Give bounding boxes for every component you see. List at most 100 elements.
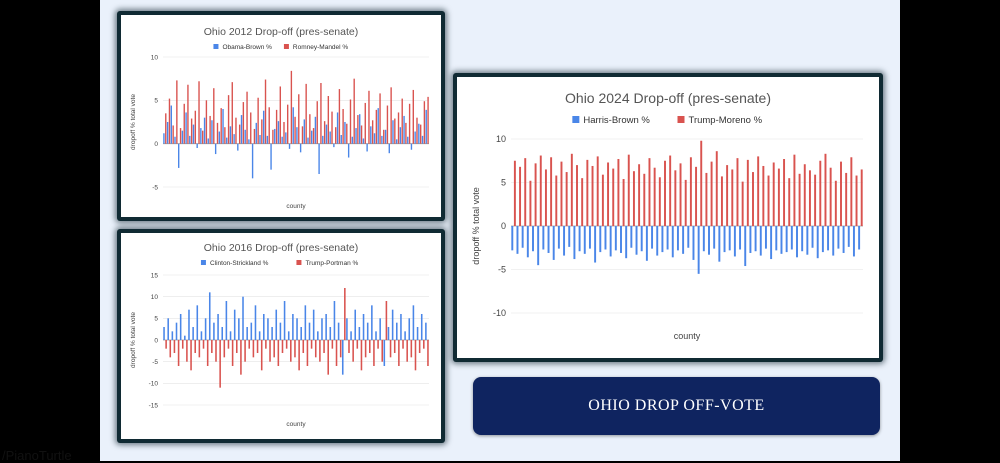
bar-rep	[653, 167, 656, 226]
bar-rep	[205, 100, 208, 144]
bar-rep	[252, 340, 255, 358]
bar-rep	[736, 158, 739, 226]
bar-rep	[373, 340, 375, 366]
bar-dem	[277, 121, 280, 144]
bar-rep	[256, 340, 259, 353]
bar-dem	[692, 226, 695, 260]
bar-rep	[700, 140, 703, 226]
legend-label-1: Trump-Portman %	[305, 260, 358, 267]
bar-rep	[570, 153, 573, 226]
bar-dem	[733, 226, 736, 257]
bar-dem	[207, 138, 209, 144]
bar-dem	[238, 318, 240, 340]
bar-dem	[573, 226, 576, 260]
bar-dem	[806, 226, 809, 255]
bar-rep	[607, 162, 610, 226]
bar-dem	[583, 226, 586, 254]
bar-dem	[392, 120, 394, 144]
bar-dem	[395, 139, 398, 144]
x-axis-label: county	[286, 203, 306, 210]
y-tick-label: 15	[151, 272, 159, 279]
bar-dem	[362, 138, 365, 144]
bar-rep	[194, 340, 196, 353]
bar-dem	[170, 105, 173, 144]
bar-dem	[388, 143, 390, 154]
bar-dem	[281, 136, 283, 144]
bar-rep	[198, 340, 201, 358]
bar-rep	[242, 102, 245, 144]
bar-dem	[203, 117, 206, 144]
bar-dem	[728, 226, 731, 251]
bar-dem	[383, 340, 386, 366]
bar-dem	[516, 226, 519, 254]
bar-dem	[381, 135, 383, 144]
bar-dem	[547, 226, 550, 253]
banner-text: OHIO DROP OFF-VOTE	[588, 397, 765, 414]
bar-dem	[288, 143, 291, 149]
bar-rep	[209, 115, 211, 144]
bar-dem	[283, 301, 286, 340]
legend-label-1: Trump-Moreno %	[689, 115, 763, 126]
bar-dem	[337, 322, 340, 340]
bar-rep	[257, 97, 259, 144]
bar-dem	[204, 318, 207, 340]
bar-dem	[229, 331, 232, 340]
bar-dem	[262, 110, 265, 144]
bar-rep	[277, 340, 280, 366]
bar-dem	[754, 226, 757, 252]
bar-rep	[173, 340, 176, 353]
bar-rep	[555, 175, 558, 226]
bar-rep	[186, 340, 188, 362]
bar-rep	[213, 88, 215, 144]
bar-rep	[238, 124, 241, 144]
bar-rep	[301, 126, 304, 144]
legend-swatch-0	[200, 260, 206, 265]
bar-dem	[640, 226, 643, 252]
bar-rep	[312, 128, 315, 144]
bar-rep	[285, 340, 288, 349]
bar-rep	[305, 83, 307, 144]
bar-dem	[410, 143, 413, 150]
bar-dem	[192, 124, 195, 144]
bar-rep	[264, 79, 267, 144]
bar-rep	[235, 340, 238, 353]
bar-dem	[351, 136, 354, 144]
bar-dem	[552, 226, 555, 260]
bar-rep	[290, 70, 293, 144]
bar-rep	[379, 93, 381, 144]
bar-dem	[336, 112, 339, 144]
bar-rep	[224, 127, 226, 144]
bar-dem	[827, 226, 830, 251]
bar-rep	[788, 178, 791, 226]
bar-rep	[612, 168, 615, 226]
bar-dem	[858, 226, 861, 250]
chart-2012-frame: Ohio 2012 Drop-off (pres-senate) Obama-Br…	[117, 11, 445, 221]
bar-rep	[845, 172, 848, 226]
legend-label-1: Romney-Mandel %	[293, 44, 348, 51]
bar-rep	[586, 159, 589, 226]
bar-rep	[390, 87, 392, 144]
legend-swatch-1	[677, 116, 685, 123]
slide: Ohio 2012 Drop-off (pres-senate) Obama-Br…	[100, 0, 900, 461]
legend-swatch-1	[296, 260, 302, 265]
bar-dem	[271, 327, 273, 340]
bar-rep	[720, 176, 723, 226]
y-axis-label: dropoff % total vote	[471, 187, 481, 264]
bar-dem	[373, 133, 376, 144]
bar-rep	[803, 164, 806, 226]
bar-dem	[218, 131, 221, 144]
bar-dem	[213, 322, 215, 340]
bar-dem	[175, 322, 178, 340]
bar-rep	[183, 103, 185, 144]
bar-dem	[181, 130, 184, 144]
bar-rep	[576, 165, 578, 226]
bar-dem	[521, 226, 524, 248]
bar-dem	[749, 226, 752, 253]
bar-rep	[622, 179, 625, 226]
bar-dem	[178, 143, 180, 168]
bar-rep	[513, 160, 516, 226]
bar-rep	[269, 340, 271, 362]
bar-rep	[357, 115, 359, 144]
bar-rep	[352, 340, 354, 362]
bar-rep	[294, 116, 296, 144]
